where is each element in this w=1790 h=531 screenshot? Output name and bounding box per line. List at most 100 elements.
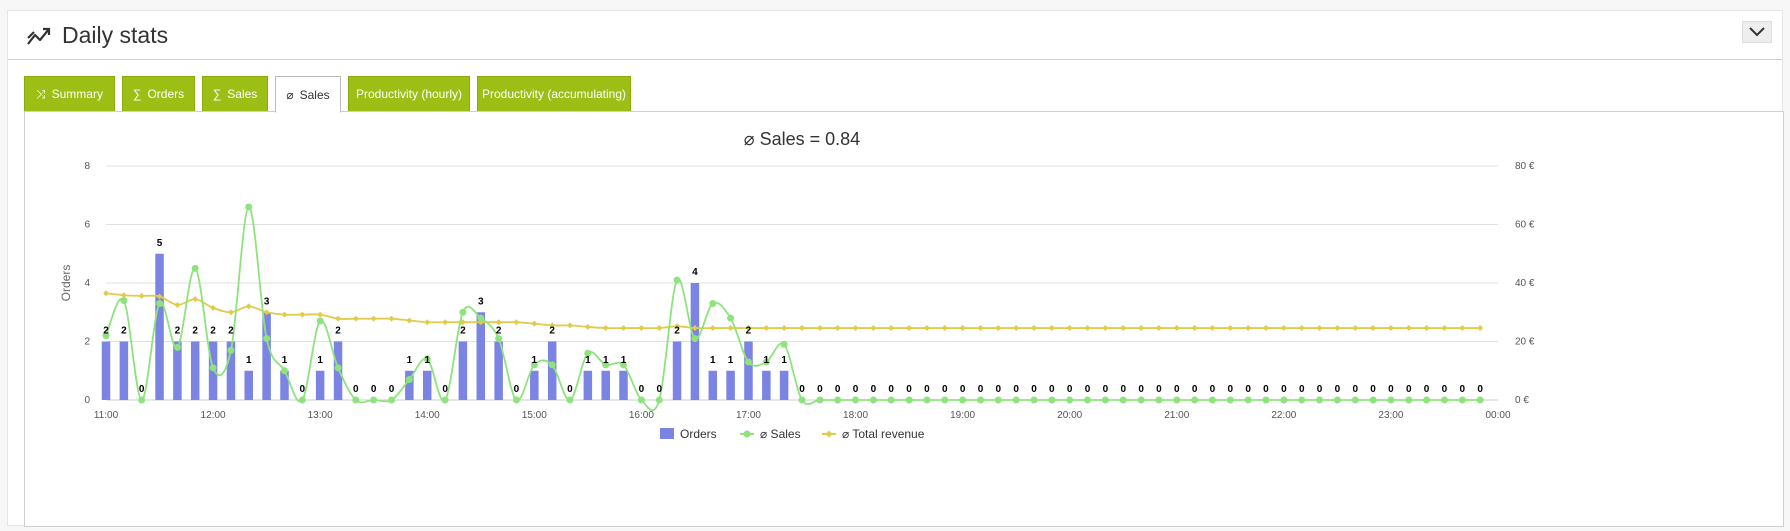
avg-sales-point bbox=[423, 355, 431, 363]
orders-data-label: 1 bbox=[585, 355, 591, 366]
avg-sales-point bbox=[405, 376, 413, 384]
orders-bar bbox=[619, 370, 628, 400]
chart-container: ⌀ Sales = 0.84 0 2 4 6 8 0 €20 €40 €60 €80 € Or… bbox=[24, 111, 1784, 527]
avg-sales-point bbox=[1458, 396, 1466, 404]
x-tick-label: 16:00 bbox=[629, 410, 654, 421]
orders-data-label: 0 bbox=[514, 384, 520, 395]
total-revenue-point bbox=[1280, 325, 1287, 332]
orders-data-label: 2 bbox=[674, 326, 680, 337]
avg-sales-point bbox=[1280, 396, 1288, 404]
orders-data-label: 3 bbox=[264, 296, 270, 307]
avg-sales-point bbox=[923, 396, 931, 404]
panel-title: Daily stats bbox=[62, 22, 169, 48]
orders-data-label: 1 bbox=[282, 355, 288, 366]
avg-sales-point bbox=[1244, 396, 1252, 404]
total-revenue-point bbox=[1013, 325, 1020, 332]
orders-data-label: 0 bbox=[871, 384, 877, 395]
avg-sales-point bbox=[459, 308, 467, 316]
avg-sales-point bbox=[334, 364, 342, 372]
orders-data-label: 0 bbox=[853, 384, 859, 395]
tab-sales-avg[interactable]: ⌀ Sales bbox=[275, 76, 341, 113]
avg-sales-point bbox=[280, 367, 288, 375]
tab-orders-sum[interactable]: ∑ Orders bbox=[122, 76, 195, 112]
orders-data-label: 0 bbox=[942, 384, 948, 395]
x-tick-label: 17:00 bbox=[736, 410, 761, 421]
avg-sales-point bbox=[530, 361, 538, 369]
tab-productivity-hourly[interactable]: Productivity (hourly) bbox=[348, 76, 470, 112]
y2-tick-label: 0 € bbox=[1515, 395, 1529, 406]
orders-data-label: 2 bbox=[192, 326, 198, 337]
total-revenue-point bbox=[1477, 325, 1484, 332]
orders-data-label: 0 bbox=[567, 384, 573, 395]
tab-summary[interactable]: ⤨ Summary bbox=[24, 76, 115, 112]
collapse-button[interactable] bbox=[1742, 21, 1772, 43]
orders-bar bbox=[101, 341, 111, 400]
total-revenue-point bbox=[370, 315, 377, 322]
total-revenue-point bbox=[656, 325, 663, 332]
orders-data-label: 0 bbox=[1352, 384, 1358, 395]
y2-tick-label: 80 € bbox=[1515, 161, 1535, 172]
total-revenue-point bbox=[245, 303, 252, 310]
orders-data-label: 0 bbox=[1103, 384, 1109, 395]
panel-header: Daily stats bbox=[8, 11, 1782, 60]
avg-sales-point bbox=[709, 299, 717, 307]
total-revenue-point bbox=[1227, 325, 1234, 332]
y-tick-label: 0 bbox=[84, 395, 90, 406]
avg-sales-point bbox=[602, 361, 610, 369]
total-revenue-point bbox=[1191, 325, 1198, 332]
avg-sales-point bbox=[869, 396, 877, 404]
total-revenue-point bbox=[120, 292, 127, 299]
avg-sales-point bbox=[1137, 396, 1145, 404]
orders-data-label: 0 bbox=[1388, 384, 1394, 395]
orders-data-label: 0 bbox=[371, 384, 377, 395]
avg-sales-point bbox=[1066, 396, 1074, 404]
avg-sales-point bbox=[1173, 396, 1181, 404]
total-revenue-point bbox=[1173, 325, 1180, 332]
avg-sales-point bbox=[852, 396, 860, 404]
sum-icon: ∑ bbox=[212, 87, 222, 101]
orders-bar bbox=[583, 370, 593, 400]
y2-tick-label: 20 € bbox=[1515, 337, 1535, 348]
avg-sales-point bbox=[1030, 396, 1038, 404]
y-tick-label: 2 bbox=[84, 337, 90, 348]
x-tick-label: 22:00 bbox=[1271, 410, 1296, 421]
avg-sales-point bbox=[209, 364, 217, 372]
orders-bar bbox=[422, 370, 432, 400]
orders-data-label: 0 bbox=[1424, 384, 1430, 395]
tab-productivity-accumulating[interactable]: Productivity (accumulating) bbox=[477, 76, 631, 112]
orders-data-label: 0 bbox=[139, 384, 145, 395]
total-revenue-point bbox=[1370, 325, 1377, 332]
avg-sales-point bbox=[1048, 396, 1056, 404]
orders-bar bbox=[547, 341, 557, 400]
orders-data-label: 0 bbox=[1370, 384, 1376, 395]
avg-sales-line bbox=[105, 206, 1481, 412]
x-tick-label: 23:00 bbox=[1378, 410, 1403, 421]
avg-sales-point bbox=[673, 276, 681, 284]
orders-data-label: 0 bbox=[978, 384, 984, 395]
total-revenue-point bbox=[138, 292, 145, 299]
tab-sales-sum[interactable]: ∑ Sales bbox=[202, 76, 268, 112]
total-revenue-point bbox=[1405, 325, 1412, 332]
avg-sales-point bbox=[477, 314, 485, 322]
total-revenue-point bbox=[174, 301, 181, 308]
avg-sales-point bbox=[156, 299, 164, 307]
orders-data-label: 0 bbox=[1299, 384, 1305, 395]
orders-data-label: 1 bbox=[246, 355, 252, 366]
avg-sales-point bbox=[512, 396, 520, 404]
avg-sales-point bbox=[1405, 396, 1413, 404]
avg-sales-point bbox=[1298, 396, 1306, 404]
x-tick-label: 14:00 bbox=[415, 410, 440, 421]
orders-data-label: 0 bbox=[442, 384, 448, 395]
tab-label: Productivity (hourly) bbox=[355, 87, 463, 101]
avg-sales-point bbox=[441, 396, 449, 404]
orders-data-label: 0 bbox=[906, 384, 912, 395]
avg-sales-point bbox=[976, 396, 984, 404]
total-revenue-point bbox=[781, 325, 788, 332]
total-revenue-point bbox=[1084, 325, 1091, 332]
avg-sales-point bbox=[120, 297, 128, 305]
total-revenue-point bbox=[1352, 325, 1359, 332]
avg-sales-point bbox=[887, 396, 895, 404]
orders-bar bbox=[708, 370, 718, 400]
total-revenue-point bbox=[156, 293, 163, 300]
